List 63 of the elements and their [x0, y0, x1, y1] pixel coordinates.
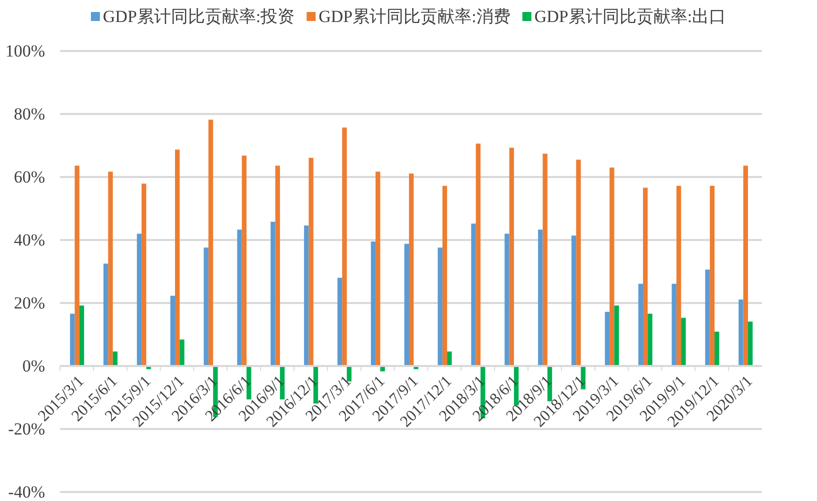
bar — [370, 242, 376, 366]
bar — [748, 322, 753, 366]
bar — [242, 156, 247, 366]
bar — [342, 128, 347, 366]
bar — [705, 270, 710, 366]
y-tick-label: -40% — [8, 482, 45, 501]
bar — [614, 306, 619, 366]
bar — [542, 154, 548, 366]
bar — [442, 186, 448, 366]
bar — [308, 158, 314, 366]
bar — [108, 172, 113, 366]
bar — [714, 332, 720, 366]
bar — [74, 166, 80, 366]
bar — [79, 306, 84, 366]
y-tick-label: 60% — [14, 167, 45, 186]
legend-label: GDP累计同比贡献率:投资 — [102, 7, 295, 26]
y-tick-label: 0% — [22, 356, 45, 376]
bar — [270, 222, 276, 366]
bar — [576, 160, 581, 366]
bar — [604, 312, 610, 366]
bar — [438, 248, 442, 366]
bar — [174, 150, 180, 366]
bar — [738, 300, 744, 366]
bar — [743, 166, 748, 366]
y-tick-label: 80% — [14, 104, 45, 124]
bar — [610, 168, 614, 366]
bar — [471, 224, 476, 366]
bar — [170, 296, 175, 366]
bar — [642, 188, 648, 366]
bar — [672, 284, 676, 366]
bar — [404, 244, 409, 366]
bar — [681, 318, 686, 366]
bar — [648, 314, 652, 366]
bar — [136, 234, 142, 366]
legend-label: GDP累计同比贡献率:消费 — [318, 7, 510, 26]
bar — [676, 186, 682, 366]
bar — [376, 172, 380, 366]
bar — [538, 230, 543, 366]
bar — [112, 352, 118, 366]
bar — [208, 120, 214, 366]
bar — [103, 264, 108, 366]
bar — [275, 166, 280, 366]
bar — [204, 248, 208, 366]
bar — [180, 340, 184, 366]
bar — [142, 184, 146, 366]
bar — [638, 284, 643, 366]
y-tick-label: 100% — [5, 41, 45, 60]
bar — [70, 314, 75, 366]
bar — [304, 226, 309, 366]
legend-label: GDP累计同比贡献率:出口 — [534, 7, 726, 26]
bar — [447, 352, 452, 366]
bar — [509, 148, 514, 366]
bar — [504, 234, 510, 366]
bar — [476, 144, 481, 366]
bar — [408, 174, 414, 366]
y-tick-label: 20% — [14, 293, 45, 312]
bar — [380, 366, 385, 372]
bar — [710, 186, 715, 366]
bar — [237, 230, 242, 366]
bar — [337, 278, 342, 366]
y-tick-label: 40% — [14, 230, 45, 250]
bar — [571, 236, 576, 366]
y-tick-label: -20% — [8, 419, 45, 438]
